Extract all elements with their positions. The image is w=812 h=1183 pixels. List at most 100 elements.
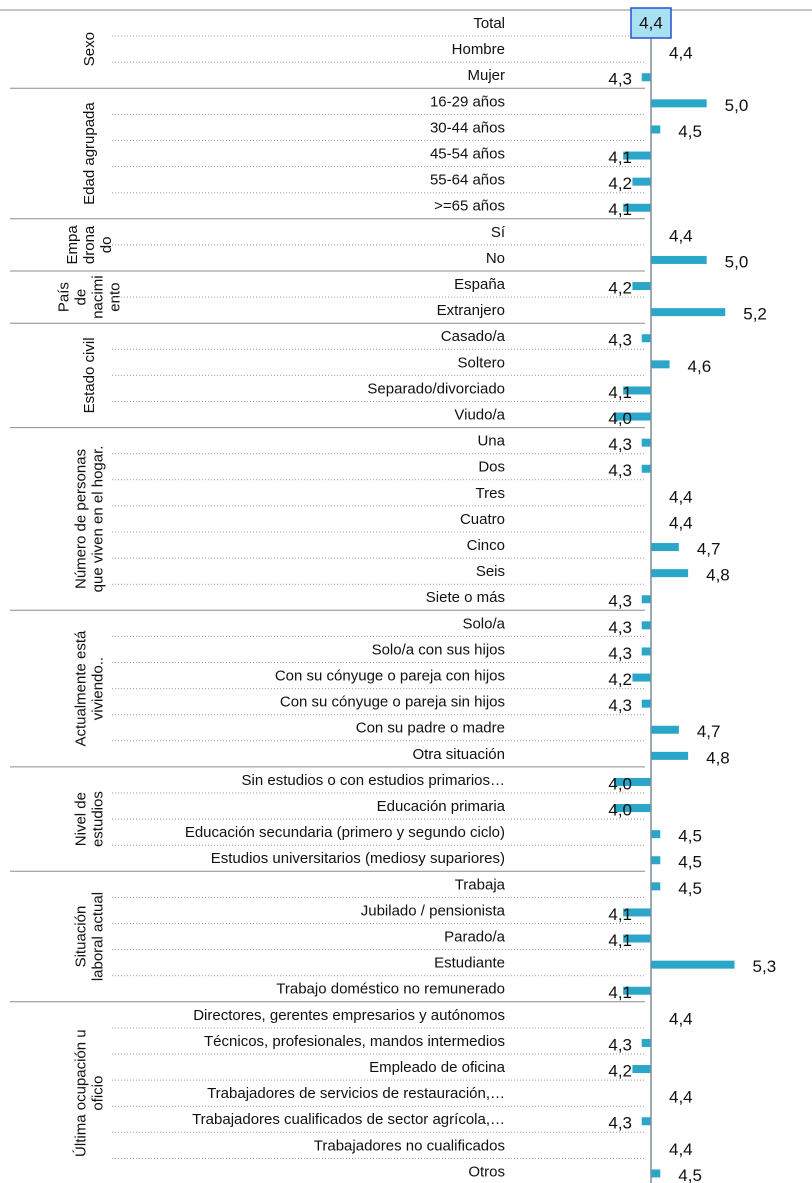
category-label: 30-44 años <box>430 119 505 136</box>
data-label: 4,4 <box>669 226 693 245</box>
bar <box>651 360 670 369</box>
category-label: Viudo/a <box>454 407 505 424</box>
category-label: >=65 años <box>434 198 505 215</box>
bar <box>651 830 661 839</box>
bar <box>641 1038 651 1047</box>
bar <box>651 99 707 108</box>
reference-label: 4,4 <box>639 13 663 32</box>
bar <box>613 804 651 813</box>
data-label: 4,3 <box>608 435 632 454</box>
data-label: 4,6 <box>688 357 712 376</box>
group-label: Situación <box>72 906 89 968</box>
data-label: 4,4 <box>669 1088 693 1107</box>
bar <box>613 412 651 421</box>
category-label: Seis <box>476 563 505 580</box>
data-label: 4,8 <box>706 748 730 767</box>
data-label: 4,7 <box>697 540 721 559</box>
group-label: laboral actual <box>89 892 106 981</box>
data-label: 4,1 <box>608 383 632 402</box>
category-label: 45-54 años <box>430 146 505 163</box>
reference-box <box>630 7 672 39</box>
group-label: viviendo.. <box>89 657 106 720</box>
group-label: do <box>98 237 115 254</box>
bar <box>641 699 651 708</box>
bar <box>651 960 735 969</box>
data-label: 4,3 <box>608 592 632 611</box>
data-label: 5,0 <box>725 96 749 115</box>
category-label: Otra situación <box>412 746 505 763</box>
bar <box>651 725 679 734</box>
category-label: Total <box>473 15 505 32</box>
category-label: Separado/divorciado <box>367 380 505 397</box>
data-label: 5,2 <box>743 305 767 324</box>
group-label: Edad agrupada <box>81 102 98 205</box>
category-label: España <box>454 276 506 293</box>
category-label: Estudios universitarios (mediosy supario… <box>211 850 505 867</box>
bar <box>651 543 679 552</box>
category-label: Solo/a <box>462 615 505 632</box>
category-label: No <box>486 250 505 267</box>
category-label: Con su padre o madre <box>356 720 505 737</box>
category-label: Técnicos, profesionales, mandos intermed… <box>204 1033 505 1050</box>
group-label: estudios <box>89 791 106 847</box>
data-label: 4,5 <box>678 122 702 141</box>
data-label: 4,4 <box>669 44 693 63</box>
data-label: 4,5 <box>678 1166 702 1183</box>
data-label: 4,3 <box>608 1114 632 1133</box>
bar <box>632 282 651 291</box>
bar <box>641 621 651 630</box>
bar <box>641 595 651 604</box>
data-label: 4,2 <box>608 670 632 689</box>
bar <box>651 308 726 317</box>
data-label: 4,1 <box>608 983 632 1002</box>
category-label: Dos <box>478 459 505 476</box>
bar <box>641 73 651 82</box>
data-label: 4,7 <box>697 722 721 741</box>
bar <box>651 1169 661 1178</box>
data-label: 4,4 <box>669 513 693 532</box>
category-label: Trabajadores de servicios de restauració… <box>207 1085 505 1102</box>
bar <box>632 1065 651 1074</box>
group-label: Actualmente está <box>72 630 89 747</box>
group-label: que viven en el hogar. <box>89 446 106 593</box>
category-label: Parado/a <box>444 929 506 946</box>
data-label: 4,1 <box>608 200 632 219</box>
data-label: 4,2 <box>608 174 632 193</box>
data-label: 4,2 <box>608 279 632 298</box>
category-label: Siete o más <box>426 589 505 606</box>
category-label: Con su cónyuge o pareja con hijos <box>275 668 505 685</box>
data-label: 4,3 <box>608 70 632 89</box>
bar <box>632 177 651 186</box>
data-label: 4,0 <box>608 774 632 793</box>
data-label: 4,5 <box>678 853 702 872</box>
data-label: 4,4 <box>669 1140 693 1159</box>
category-label: Hombre <box>452 41 505 58</box>
data-label: 4,3 <box>608 461 632 480</box>
data-label: 4,5 <box>678 879 702 898</box>
bar <box>651 255 707 264</box>
data-label: 4,4 <box>669 1009 693 1028</box>
category-label: Educación primaria <box>377 798 506 815</box>
data-label: 4,0 <box>608 801 632 820</box>
data-label: 4,0 <box>608 409 632 428</box>
bar <box>641 464 651 473</box>
data-label: 4,2 <box>608 1062 632 1081</box>
group-label: Nivel de <box>72 792 89 846</box>
data-label: 4,3 <box>608 618 632 637</box>
bar <box>623 203 651 212</box>
data-label: 4,1 <box>608 905 632 924</box>
data-label: 4,8 <box>706 566 730 585</box>
category-label: Tres <box>476 485 505 502</box>
category-label: Mujer <box>467 67 505 84</box>
bar <box>613 777 651 786</box>
bar <box>651 751 689 760</box>
category-label: Trabaja <box>455 876 506 893</box>
category-label: Cuatro <box>460 511 505 528</box>
category-label: Extranjero <box>437 302 505 319</box>
category-label: Otros <box>468 1163 505 1180</box>
group-label: de <box>72 289 89 306</box>
group-label: Sexo <box>81 32 98 66</box>
group-label: ento <box>106 282 123 311</box>
category-label: Trabajadores no cualificados <box>314 1137 505 1154</box>
